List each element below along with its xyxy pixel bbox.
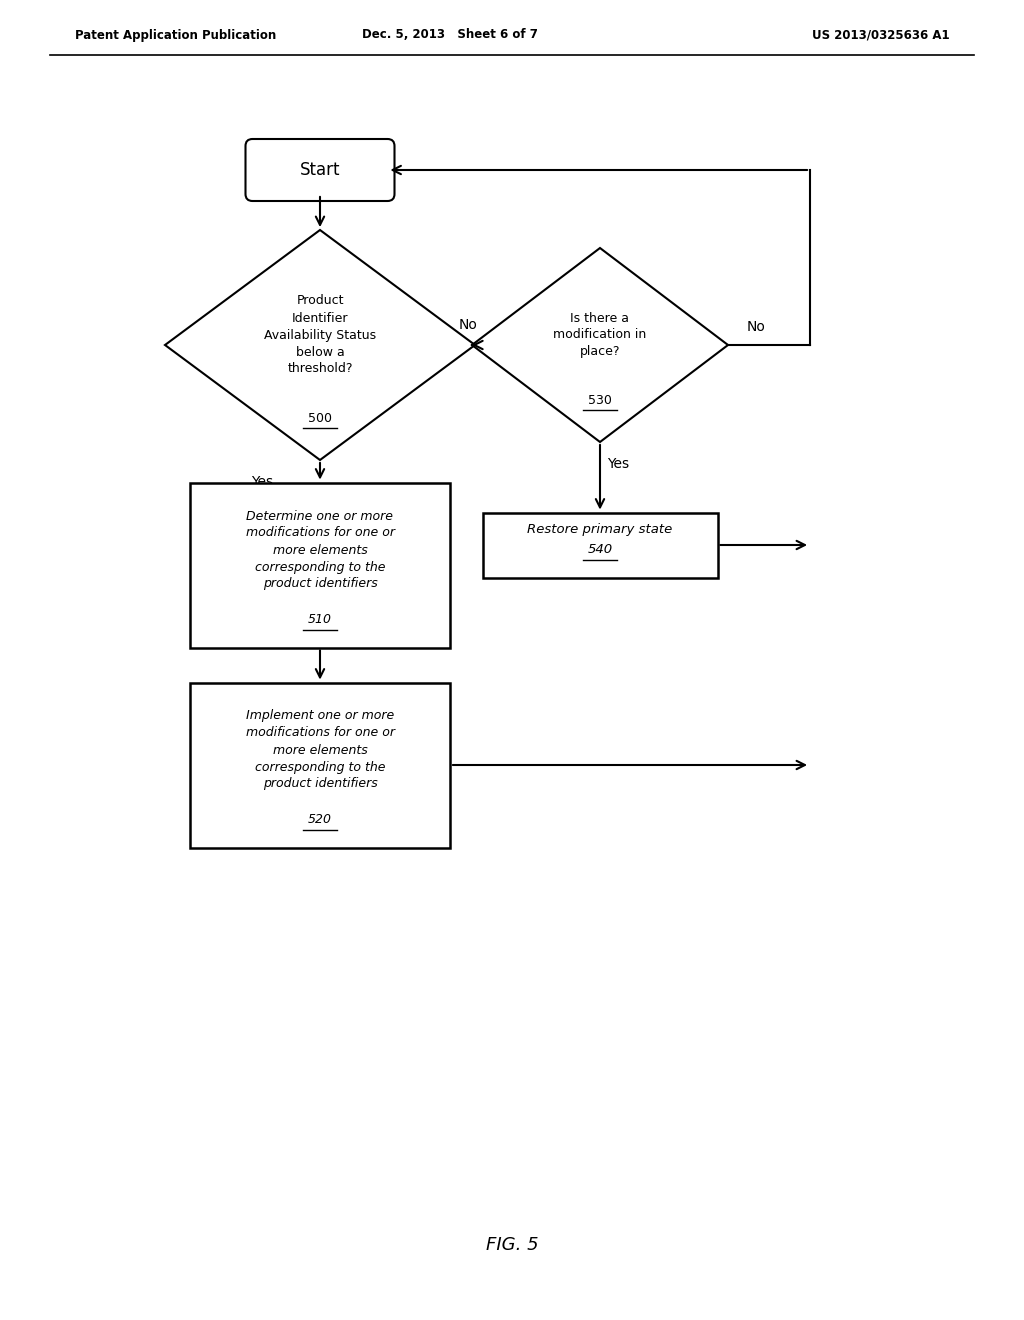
FancyBboxPatch shape	[246, 139, 394, 201]
Text: 530: 530	[588, 393, 612, 407]
Text: US 2013/0325636 A1: US 2013/0325636 A1	[812, 29, 950, 41]
Text: Restore primary state: Restore primary state	[527, 524, 673, 536]
Text: 540: 540	[588, 543, 612, 556]
Text: Product
Identifier
Availability Status
below a
threshold?: Product Identifier Availability Status b…	[264, 294, 376, 375]
Text: Is there a
modification in
place?: Is there a modification in place?	[553, 312, 646, 359]
Text: Yes: Yes	[607, 457, 629, 471]
Text: Yes: Yes	[251, 475, 273, 488]
Text: Start: Start	[300, 161, 340, 180]
Text: Dec. 5, 2013   Sheet 6 of 7: Dec. 5, 2013 Sheet 6 of 7	[362, 29, 538, 41]
Text: No: No	[459, 318, 478, 333]
Text: Implement one or more
modifications for one or
more elements
corresponding to th: Implement one or more modifications for …	[246, 710, 394, 791]
Text: 500: 500	[308, 412, 332, 425]
Text: No: No	[746, 319, 765, 334]
Text: Determine one or more
modifications for one or
more elements
corresponding to th: Determine one or more modifications for …	[246, 510, 394, 590]
Bar	[190, 483, 450, 648]
Polygon shape	[472, 248, 728, 442]
Polygon shape	[165, 230, 475, 459]
Text: 520: 520	[308, 813, 332, 826]
Bar	[482, 512, 718, 578]
Bar	[190, 682, 450, 847]
Text: FIG. 5: FIG. 5	[485, 1236, 539, 1254]
Text: Patent Application Publication: Patent Application Publication	[75, 29, 276, 41]
Text: 510: 510	[308, 612, 332, 626]
